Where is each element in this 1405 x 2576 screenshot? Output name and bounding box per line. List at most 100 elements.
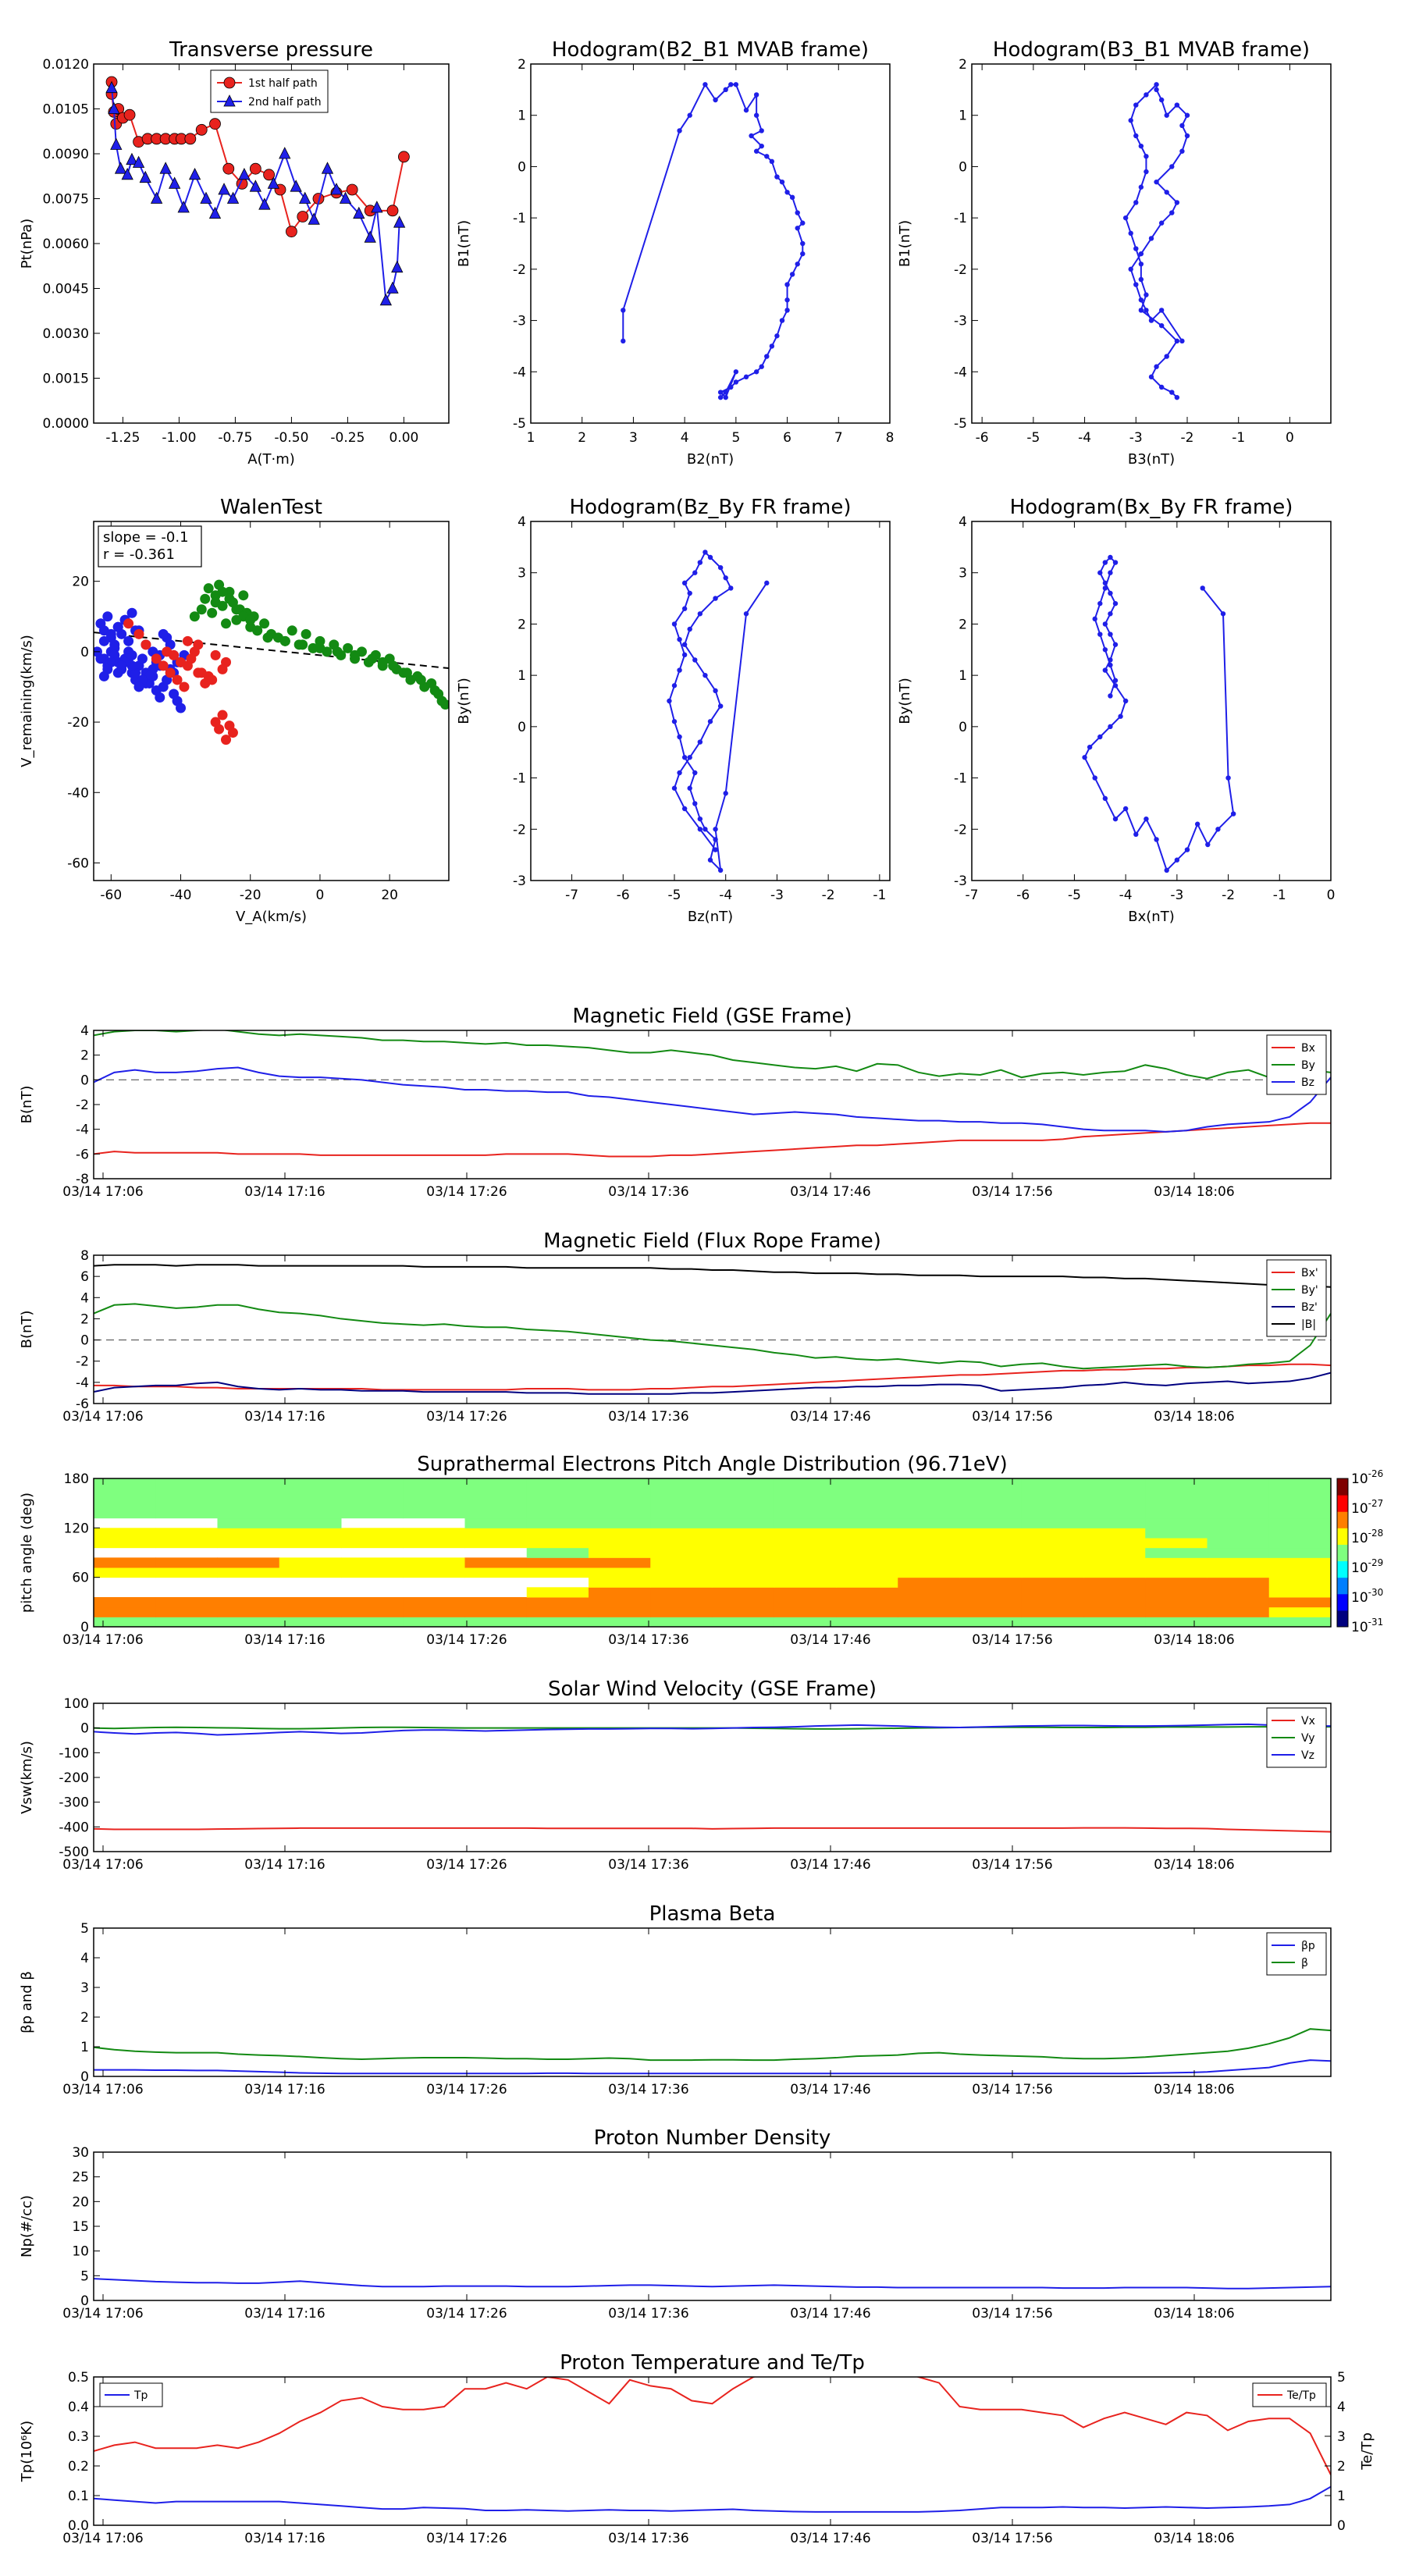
pad-cell xyxy=(712,1587,775,1598)
density-data-layer xyxy=(94,2278,1331,2290)
beta-legend: βp β xyxy=(1266,1932,1327,1976)
walen-test-s0-scatter-point xyxy=(176,703,187,713)
walen-test-s1-scatter-point xyxy=(217,710,228,720)
mag-fr-legend-label: |B| xyxy=(1301,1318,1316,1331)
walen-test-s2-scatter-point xyxy=(297,639,308,650)
hodogram-b2b1-s0-dot-marker xyxy=(733,369,739,375)
pad-cell xyxy=(898,1597,960,1608)
pad-cell xyxy=(898,1488,960,1499)
mag-fr-time-tick-label: 03/14 17:16 xyxy=(244,1409,325,1425)
velocity-panel: Solar Wind Velocity (GSE Frame) -500 -400 -… xyxy=(19,1678,1332,1873)
transverse-pressure-s1-triangle-marker xyxy=(139,170,151,183)
hodogram-bxby-s0-dot-marker xyxy=(1092,775,1097,781)
hodogram-b3b1-s0-dot-marker xyxy=(1154,87,1159,93)
hodogram-bxby-s0-dot-marker xyxy=(1215,827,1221,832)
pad-cell xyxy=(1268,1577,1332,1588)
pad-cell xyxy=(650,1617,713,1628)
temperature-time-tick-label: 03/14 17:56 xyxy=(972,2531,1052,2546)
mag-gse-ytick-label: -4 xyxy=(76,1123,89,1138)
walen-test-s1-scatter-point xyxy=(165,667,176,678)
hodogram-b2b1-s0-dot-marker xyxy=(769,158,775,165)
pad-cell xyxy=(1145,1538,1208,1549)
pad-colorbar-tick-label: 10-28 xyxy=(1351,1528,1383,1546)
beta-panel: Plasma Beta 0 1 2 3 4 5 03/14 17:06 03/14 17:16 0… xyxy=(19,1902,1332,2097)
temperature-time-tick-label: 03/14 17:06 xyxy=(62,2531,143,2546)
transverse-pressure-s0-circle-marker xyxy=(297,211,309,222)
walen-test-s2-scatter-point xyxy=(262,632,273,643)
pad-cell xyxy=(526,1617,589,1628)
pad-cell xyxy=(1268,1587,1332,1598)
pad-cell xyxy=(217,1538,280,1549)
pad-ytick-label: 120 xyxy=(64,1521,89,1536)
pad-cell xyxy=(1021,1617,1084,1628)
walen-test-s0-scatter-point xyxy=(98,671,109,681)
hodogram-b2b1-s0-dot-marker xyxy=(717,394,724,400)
walen-test-s2-scatter-point xyxy=(350,649,361,660)
hodogram-b3b1-s0-dot-marker xyxy=(1164,190,1169,195)
pad-cell xyxy=(1145,1597,1208,1608)
hodogram-bzby-plot-frame xyxy=(530,521,891,881)
pad-cell xyxy=(94,1508,156,1519)
transverse-pressure-s1-triangle-marker xyxy=(108,101,120,114)
velocity-legend-label: Vy xyxy=(1301,1732,1315,1745)
hodogram-b2b1-s0-dot-marker xyxy=(784,282,790,287)
velocity-time-tick-label: 03/14 17:36 xyxy=(608,1857,688,1873)
hodogram-b3b1-s0-dot-marker xyxy=(1138,184,1144,190)
pad-cell xyxy=(1083,1498,1146,1509)
pad-cell xyxy=(1268,1498,1332,1509)
transverse-pressure-ylabel: Pt(nPa) xyxy=(19,219,35,269)
pad-cell xyxy=(774,1508,837,1519)
pad-cell xyxy=(959,1498,1023,1509)
pad-cell xyxy=(94,1567,156,1578)
hodogram-b2b1-xtick-label: 1 xyxy=(527,430,535,446)
transverse-pressure-legend-label: 1st half path xyxy=(248,77,318,90)
hodogram-bzby-s0-dot-marker xyxy=(713,827,718,832)
pad-cell xyxy=(712,1488,775,1499)
pad-cell xyxy=(712,1597,775,1608)
hodogram-bzby-s0-dot-marker xyxy=(692,657,698,663)
transverse-pressure-xtick-label: -0.50 xyxy=(274,430,308,446)
pad-cell xyxy=(526,1517,589,1528)
velocity-legend-label: Vz xyxy=(1301,1749,1314,1762)
walen-test-s0-scatter-point xyxy=(158,628,169,639)
hodogram-bxby-ytick-label: 0 xyxy=(959,720,967,735)
hodogram-b2b1-ylabel: B1(nT) xyxy=(456,220,472,267)
density-time-tick-label: 03/14 17:06 xyxy=(62,2306,143,2322)
pad-cell xyxy=(650,1606,713,1617)
pad-cell xyxy=(774,1538,837,1549)
pad-cell xyxy=(1083,1508,1146,1519)
pad-cell xyxy=(279,1597,342,1608)
hodogram-bzby-s0-dot-marker xyxy=(717,564,724,571)
hodogram-bxby-title: Hodogram(Bx_By FR frame) xyxy=(1010,496,1293,519)
hodogram-b2b1-s0-dot-marker xyxy=(728,384,734,390)
pad-cell xyxy=(774,1498,837,1509)
hodogram-bxby-s0-dot-marker xyxy=(1133,831,1139,838)
hodogram-bzby-xtick-label: -1 xyxy=(873,888,886,903)
velocity-legend-label: Vx xyxy=(1301,1715,1315,1727)
pad-time-tick-label: 03/14 17:06 xyxy=(62,1632,143,1648)
pad-cell xyxy=(1145,1587,1208,1598)
hodogram-b3b1-s0-dot-marker xyxy=(1148,318,1154,323)
pad-ytick-label: 180 xyxy=(64,1471,89,1487)
pad-cell xyxy=(589,1488,651,1499)
temperature-series-Tp-line xyxy=(94,2485,1331,2513)
pad-ytick-label: 0 xyxy=(80,1620,89,1635)
pad-cell xyxy=(464,1488,528,1499)
transverse-pressure-legend-triangle-marker xyxy=(223,94,236,107)
hodogram-b3b1-s0-dot-marker xyxy=(1158,308,1165,313)
pad-cell xyxy=(526,1587,589,1598)
hodogram-bzby-s0-dot-marker xyxy=(671,785,678,791)
pad-cell xyxy=(1207,1517,1270,1528)
pad-cell xyxy=(1021,1597,1084,1608)
hodogram-bxby-xtick-label: -2 xyxy=(1222,888,1235,903)
hodogram-b2b1-s0-dot-marker xyxy=(769,343,775,349)
pad-cell xyxy=(1083,1617,1146,1628)
temperature-plot-frame xyxy=(93,2376,1332,2526)
hodogram-bxby-s0-dot-marker xyxy=(1097,734,1103,740)
hodogram-b2b1-s0-dot-marker xyxy=(743,107,749,113)
temperature-title: Proton Temperature and Te/Tp xyxy=(560,2351,865,2375)
transverse-pressure-s1-triangle-marker xyxy=(371,201,383,213)
pad-cell xyxy=(650,1557,713,1568)
walen-test-s0-scatter-point xyxy=(123,635,134,646)
